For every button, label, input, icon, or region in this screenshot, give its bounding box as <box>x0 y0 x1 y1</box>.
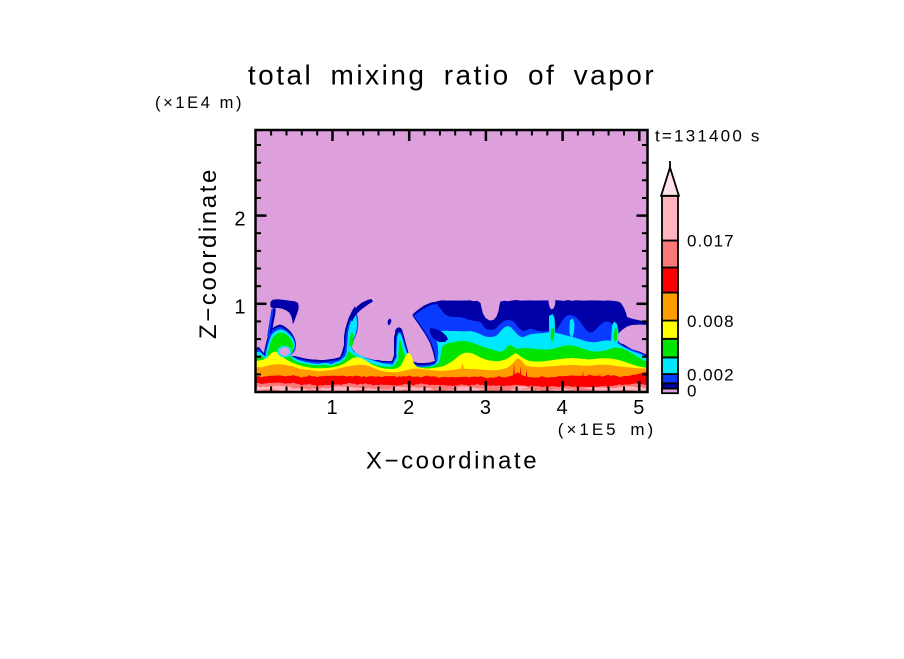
svg-text:(×1E5 m): (×1E5 m) <box>558 420 656 439</box>
svg-text:0: 0 <box>687 382 697 401</box>
svg-text:3: 3 <box>480 397 492 419</box>
svg-text:(×1E4 m): (×1E4 m) <box>155 94 244 112</box>
svg-text:4: 4 <box>557 397 569 419</box>
svg-text:t=131400 s: t=131400 s <box>655 127 762 146</box>
svg-text:5: 5 <box>633 397 645 419</box>
svg-text:0.017: 0.017 <box>687 232 735 251</box>
svg-text:0.002: 0.002 <box>687 366 735 385</box>
svg-text:X−coordinate: X−coordinate <box>366 448 539 475</box>
svg-text:1: 1 <box>326 397 338 419</box>
svg-text:0.008: 0.008 <box>687 312 735 331</box>
svg-text:total mixing ratio of vapor: total mixing ratio of vapor <box>248 60 656 91</box>
svg-text:1: 1 <box>234 297 246 319</box>
svg-text:2: 2 <box>403 397 415 419</box>
svg-text:Z−coordinate: Z−coordinate <box>195 167 222 339</box>
svg-text:2: 2 <box>234 208 246 230</box>
